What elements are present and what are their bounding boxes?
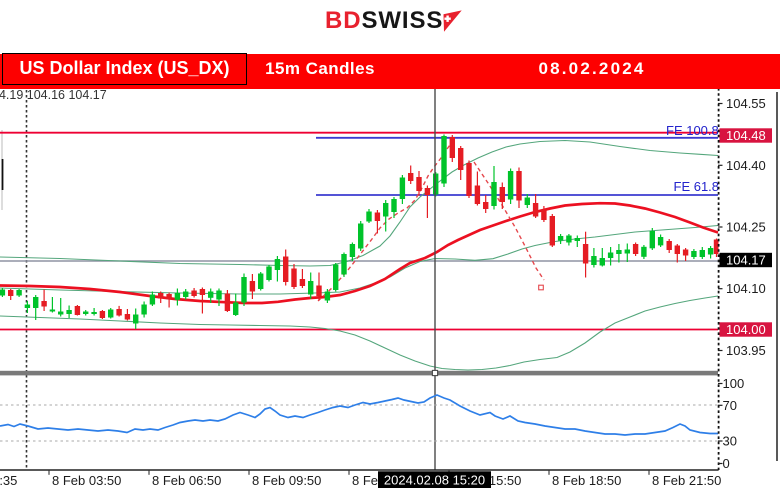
svg-text:30: 30 [723, 434, 737, 449]
svg-text:100: 100 [723, 376, 745, 391]
svg-text:8 Feb 18:50: 8 Feb 18:50 [552, 473, 621, 488]
svg-text:04.19 104.16 104.17: 04.19 104.16 104.17 [0, 88, 107, 102]
svg-text:70: 70 [723, 398, 737, 413]
svg-text:0: 0 [723, 456, 730, 471]
svg-text:FE 100.8: FE 100.8 [666, 123, 719, 138]
svg-text:104.17: 104.17 [726, 253, 766, 268]
svg-text:8 Feb 21:50: 8 Feb 21:50 [652, 473, 721, 488]
svg-text:104.25: 104.25 [726, 220, 766, 235]
svg-text:8 Feb 09:50: 8 Feb 09:50 [252, 473, 321, 488]
svg-text:8 Feb 06:50: 8 Feb 06:50 [152, 473, 221, 488]
svg-text:104.00: 104.00 [726, 322, 766, 337]
svg-text:8 Feb 03:50: 8 Feb 03:50 [52, 473, 121, 488]
svg-text:104.40: 104.40 [726, 158, 766, 173]
svg-text:104.48: 104.48 [726, 128, 766, 143]
svg-text:8 Feb 00:35: 8 Feb 00:35 [0, 473, 17, 488]
svg-text:104.55: 104.55 [726, 96, 766, 111]
svg-text:FE 61.8: FE 61.8 [674, 179, 720, 194]
svg-text:104.10: 104.10 [726, 281, 766, 296]
svg-text:2024.02.08 15:20: 2024.02.08 15:20 [384, 473, 485, 488]
svg-text:103.95: 103.95 [726, 343, 766, 358]
